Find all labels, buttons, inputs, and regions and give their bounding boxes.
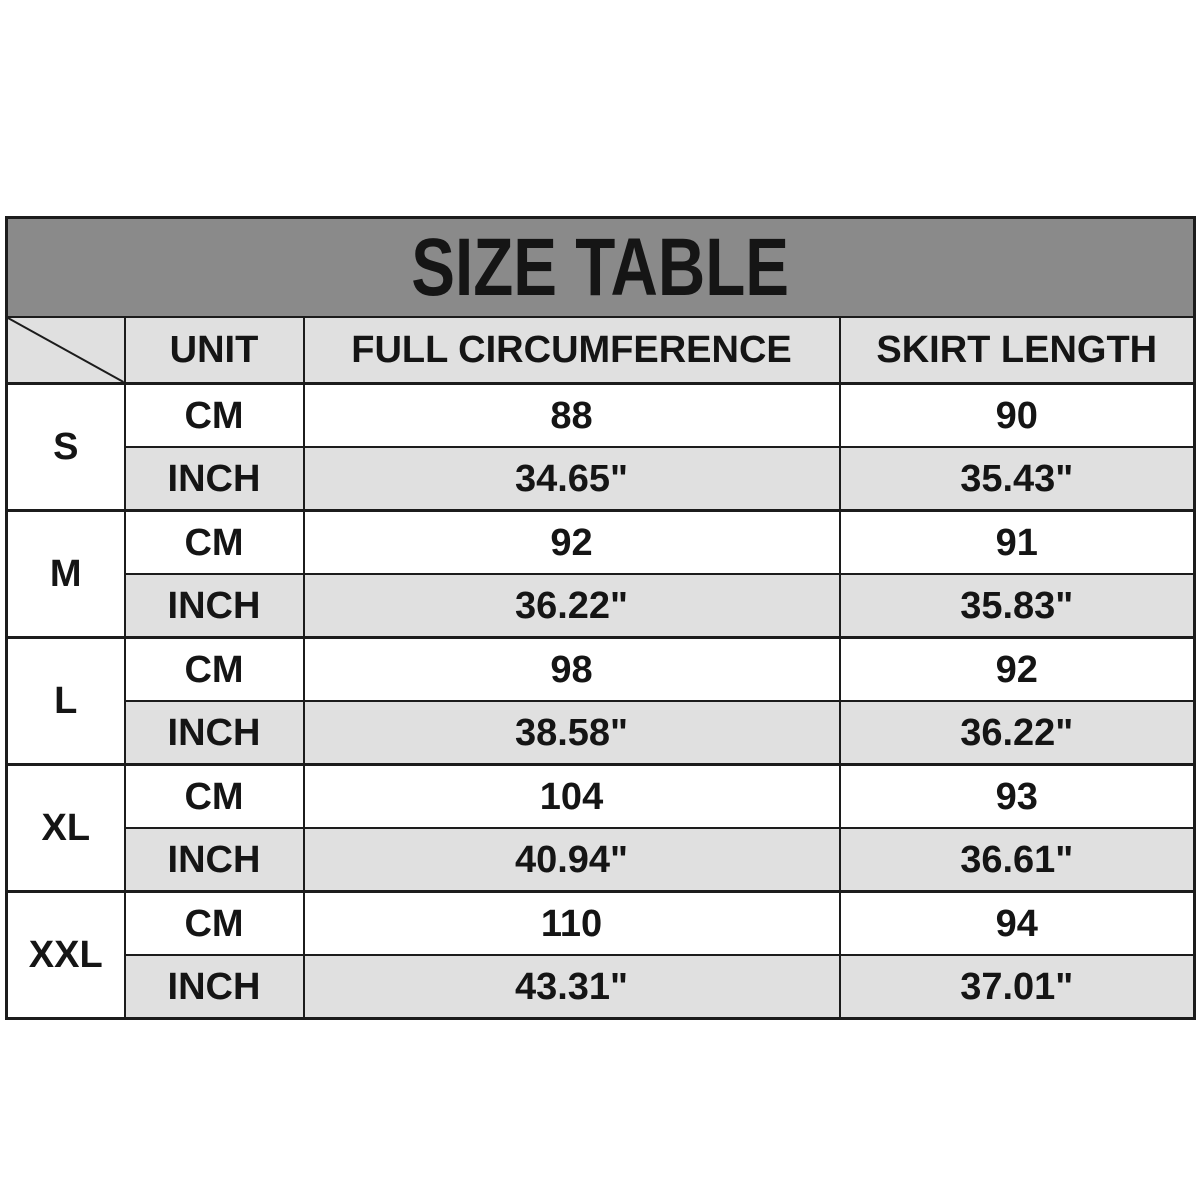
unit-label-cm: CM (123, 763, 305, 829)
header-row: UNIT FULL CIRCUMFERENCE SKIRT LENGTH (5, 316, 1196, 385)
size-label-l: L (5, 636, 126, 766)
unit-label-inch: INCH (123, 700, 305, 766)
row-xl-cm: XL CM 104 93 (5, 763, 1196, 893)
unit-label-cm: CM (123, 382, 305, 448)
row-m-cm: M CM 92 91 (5, 509, 1196, 639)
m-cm-full-circumference: 92 (302, 509, 841, 575)
header-skirt-length: SKIRT LENGTH (838, 316, 1196, 385)
l-inch-full-circumference: 38.58" (302, 700, 841, 766)
xxl-inch-skirt-length: 37.01" (838, 954, 1196, 1020)
row-l-inch: INCH 38.58" 36.22" (7, 700, 1196, 766)
xl-inch-skirt-length: 36.61" (838, 827, 1196, 893)
unit-label-inch: INCH (123, 446, 305, 512)
size-table: SIZE TABLE UNIT FULL CIRCUMFERENCE SKIRT… (5, 216, 1197, 1020)
size-label-s: S (5, 382, 126, 512)
size-table-title: SIZE TABLE (5, 216, 1196, 318)
header-diagonal-cell (5, 316, 126, 385)
unit-label-cm: CM (123, 509, 305, 575)
size-label-xl: XL (5, 763, 126, 893)
row-l-cm: L CM 98 92 (5, 636, 1196, 766)
l-inch-skirt-length: 36.22" (838, 700, 1196, 766)
l-cm-full-circumference: 98 (302, 636, 841, 702)
s-inch-full-circumference: 34.65" (302, 446, 841, 512)
header-unit: UNIT (123, 316, 305, 385)
size-label-xxl: XXL (5, 890, 126, 1020)
title-row: SIZE TABLE (5, 216, 1196, 318)
size-label-m: M (5, 509, 126, 639)
xxl-cm-full-circumference: 110 (302, 890, 841, 956)
row-s-inch: INCH 34.65" 35.43" (7, 446, 1196, 512)
xl-cm-full-circumference: 104 (302, 763, 841, 829)
s-cm-skirt-length: 90 (838, 382, 1196, 448)
xxl-inch-full-circumference: 43.31" (302, 954, 841, 1020)
s-inch-skirt-length: 35.43" (838, 446, 1196, 512)
header-full-circumference: FULL CIRCUMFERENCE (302, 316, 841, 385)
unit-label-cm: CM (123, 636, 305, 702)
xl-inch-full-circumference: 40.94" (302, 827, 841, 893)
row-xxl-cm: XXL CM 110 94 (5, 890, 1196, 1020)
size-table-title-text: SIZE TABLE (411, 221, 790, 313)
m-inch-skirt-length: 35.83" (838, 573, 1196, 639)
unit-label-inch: INCH (123, 573, 305, 639)
l-cm-skirt-length: 92 (838, 636, 1196, 702)
m-inch-full-circumference: 36.22" (302, 573, 841, 639)
diagonal-line-icon (8, 318, 124, 382)
s-cm-full-circumference: 88 (302, 382, 841, 448)
row-xl-inch: INCH 40.94" 36.61" (7, 827, 1196, 893)
xxl-cm-skirt-length: 94 (838, 890, 1196, 956)
unit-label-cm: CM (123, 890, 305, 956)
unit-label-inch: INCH (123, 954, 305, 1020)
row-s-cm: S CM 88 90 (5, 382, 1196, 512)
m-cm-skirt-length: 91 (838, 509, 1196, 575)
row-m-inch: INCH 36.22" 35.83" (7, 573, 1196, 639)
unit-label-inch: INCH (123, 827, 305, 893)
xl-cm-skirt-length: 93 (838, 763, 1196, 829)
row-xxl-inch: INCH 43.31" 37.01" (7, 954, 1196, 1020)
